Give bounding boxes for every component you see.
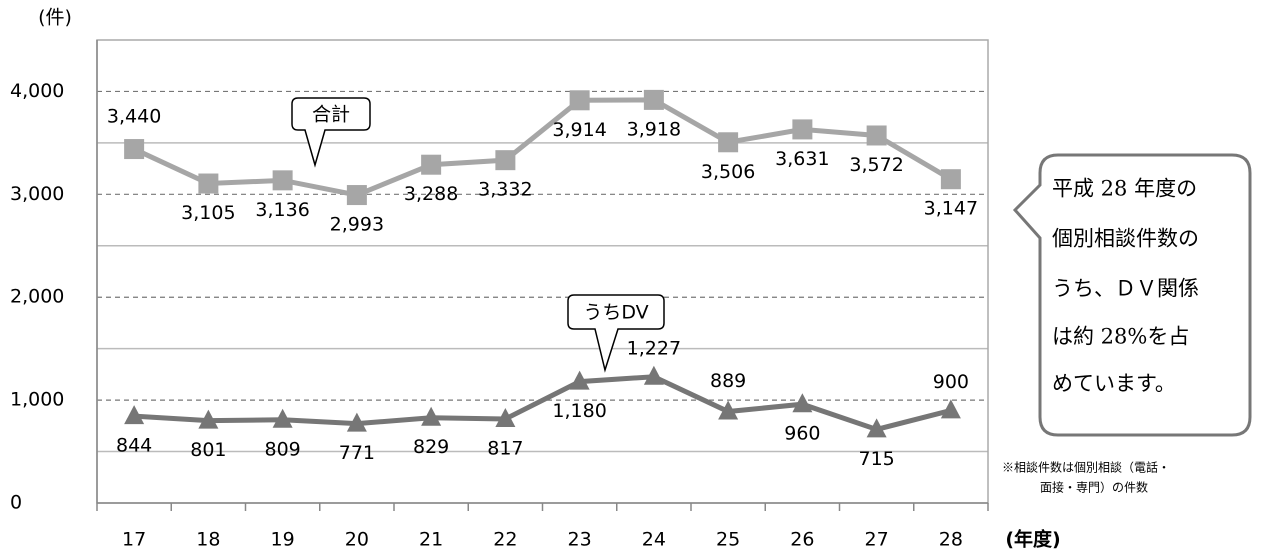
data-label: 844 bbox=[116, 435, 152, 457]
marker bbox=[718, 132, 739, 153]
data-label: 817 bbox=[487, 437, 523, 459]
x-tick-label: 27 bbox=[865, 529, 889, 551]
x-tick-label: 21 bbox=[419, 529, 443, 551]
y-tick-label: 2,000 bbox=[10, 286, 64, 308]
marker bbox=[346, 185, 367, 206]
data-label: 3,572 bbox=[849, 154, 903, 176]
marker bbox=[272, 170, 293, 191]
marker bbox=[421, 154, 442, 175]
x-tick-label: 24 bbox=[642, 529, 666, 551]
x-axis-label: (年度) bbox=[1005, 528, 1060, 551]
data-label: 3,440 bbox=[107, 106, 161, 128]
marker bbox=[124, 139, 145, 160]
data-label: 3,918 bbox=[627, 118, 681, 140]
x-tick-label: 19 bbox=[271, 529, 295, 551]
data-label: 3,105 bbox=[181, 202, 235, 224]
marker bbox=[866, 418, 887, 438]
series-line bbox=[133, 374, 952, 433]
marker bbox=[940, 169, 961, 190]
data-label: 3,288 bbox=[404, 183, 458, 205]
data-label: 2,993 bbox=[330, 214, 384, 236]
marker bbox=[718, 400, 739, 420]
y-tick-label: 4,000 bbox=[10, 80, 64, 102]
data-label: 3,631 bbox=[775, 148, 829, 170]
marker bbox=[792, 393, 813, 413]
data-label: 1,180 bbox=[552, 400, 606, 422]
data-label: 801 bbox=[190, 439, 226, 461]
data-label: 900 bbox=[933, 371, 969, 393]
note-text: うち、ＤＶ関係 bbox=[1052, 277, 1199, 301]
legend-callout bbox=[291, 97, 371, 168]
y-tick-label: 1,000 bbox=[10, 389, 64, 411]
x-tick-label: 26 bbox=[790, 529, 814, 551]
data-label: 3,506 bbox=[701, 161, 755, 183]
note-text: 個別相談件数の bbox=[1052, 227, 1199, 251]
marker bbox=[495, 407, 516, 427]
marker bbox=[643, 89, 664, 110]
series-line bbox=[133, 97, 953, 198]
x-tick-label: 18 bbox=[196, 529, 220, 551]
data-label: 3,332 bbox=[478, 179, 532, 201]
x-tick-label: 22 bbox=[493, 529, 517, 551]
data-label: 889 bbox=[710, 370, 746, 392]
data-label: 960 bbox=[784, 423, 820, 445]
marker bbox=[569, 370, 590, 390]
data-label: 1,227 bbox=[627, 337, 681, 359]
footnote: 面接・専門）の件数 bbox=[1040, 480, 1148, 495]
marker bbox=[198, 409, 219, 429]
legend-label: 合計 bbox=[312, 104, 350, 126]
note-text: 平成 28 年度の bbox=[1052, 177, 1197, 201]
data-label: 3,914 bbox=[552, 119, 606, 141]
x-tick-label: 23 bbox=[568, 529, 592, 551]
plot-border bbox=[96, 39, 989, 504]
marker bbox=[940, 399, 961, 419]
x-tick-label: 25 bbox=[716, 529, 740, 551]
data-label: 715 bbox=[858, 448, 894, 470]
x-tick-label: 17 bbox=[122, 529, 146, 551]
y-tick-label: 3,000 bbox=[10, 183, 64, 205]
marker bbox=[792, 119, 813, 140]
marker bbox=[643, 365, 664, 385]
marker bbox=[866, 125, 887, 146]
data-label: 829 bbox=[413, 436, 449, 458]
y-axis-label: (件) bbox=[38, 7, 72, 29]
legend-callout bbox=[567, 294, 665, 373]
marker bbox=[495, 150, 516, 171]
marker bbox=[272, 408, 293, 428]
legend-label: うちDV bbox=[583, 302, 648, 324]
marker bbox=[346, 412, 367, 432]
data-label: 3,136 bbox=[255, 199, 309, 221]
marker bbox=[421, 406, 442, 426]
note-box bbox=[1012, 153, 1252, 437]
marker bbox=[569, 90, 590, 111]
note-text: は約 28%を占 bbox=[1052, 325, 1189, 349]
footnote: ※相談件数は個別相談（電話・ bbox=[1002, 460, 1170, 475]
marker bbox=[124, 405, 145, 425]
data-label: 3,147 bbox=[924, 198, 978, 220]
data-label: 809 bbox=[264, 438, 300, 460]
x-tick-label: 28 bbox=[939, 529, 963, 551]
marker bbox=[198, 173, 219, 194]
note-text: めています。 bbox=[1052, 372, 1176, 396]
y-tick-label: 0 bbox=[10, 492, 22, 514]
data-label: 771 bbox=[339, 442, 375, 464]
x-tick-label: 20 bbox=[345, 529, 369, 551]
